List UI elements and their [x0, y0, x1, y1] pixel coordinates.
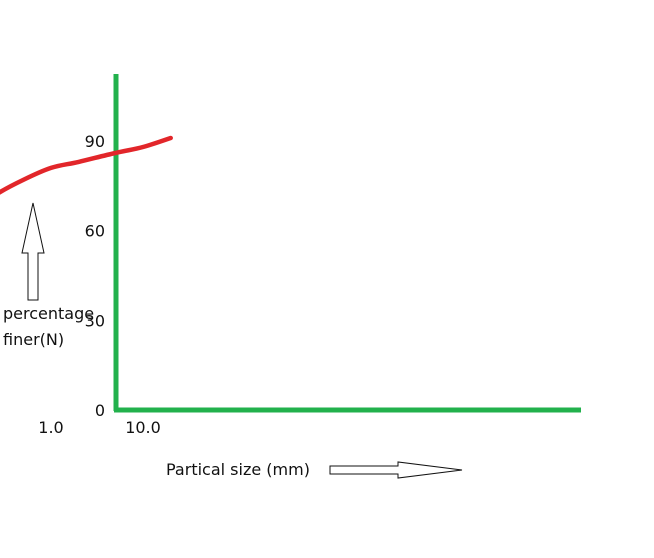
- ylabel-arrow-icon: [21, 202, 45, 301]
- xlabel-arrow-icon: [329, 461, 463, 479]
- ylabel-line-2: finer(N): [3, 330, 64, 349]
- series-line: [0, 135, 173, 195]
- ylabel-line-1: percentage: [3, 304, 94, 323]
- y-tick-label: 0: [95, 401, 105, 420]
- y-tick-label: 90: [85, 132, 105, 151]
- y-tick-labels: 0 30 60 90: [85, 132, 105, 420]
- x-tick-label: 10.0: [125, 418, 161, 437]
- x-tick-labels: 0.0010.010.101.010.0: [38, 418, 161, 437]
- x-tick-label: 1.0: [38, 418, 63, 437]
- y-tick-label: 30: [85, 311, 105, 330]
- y-tick-label: 60: [85, 222, 105, 241]
- xlabel: Partical size (mm): [166, 460, 310, 479]
